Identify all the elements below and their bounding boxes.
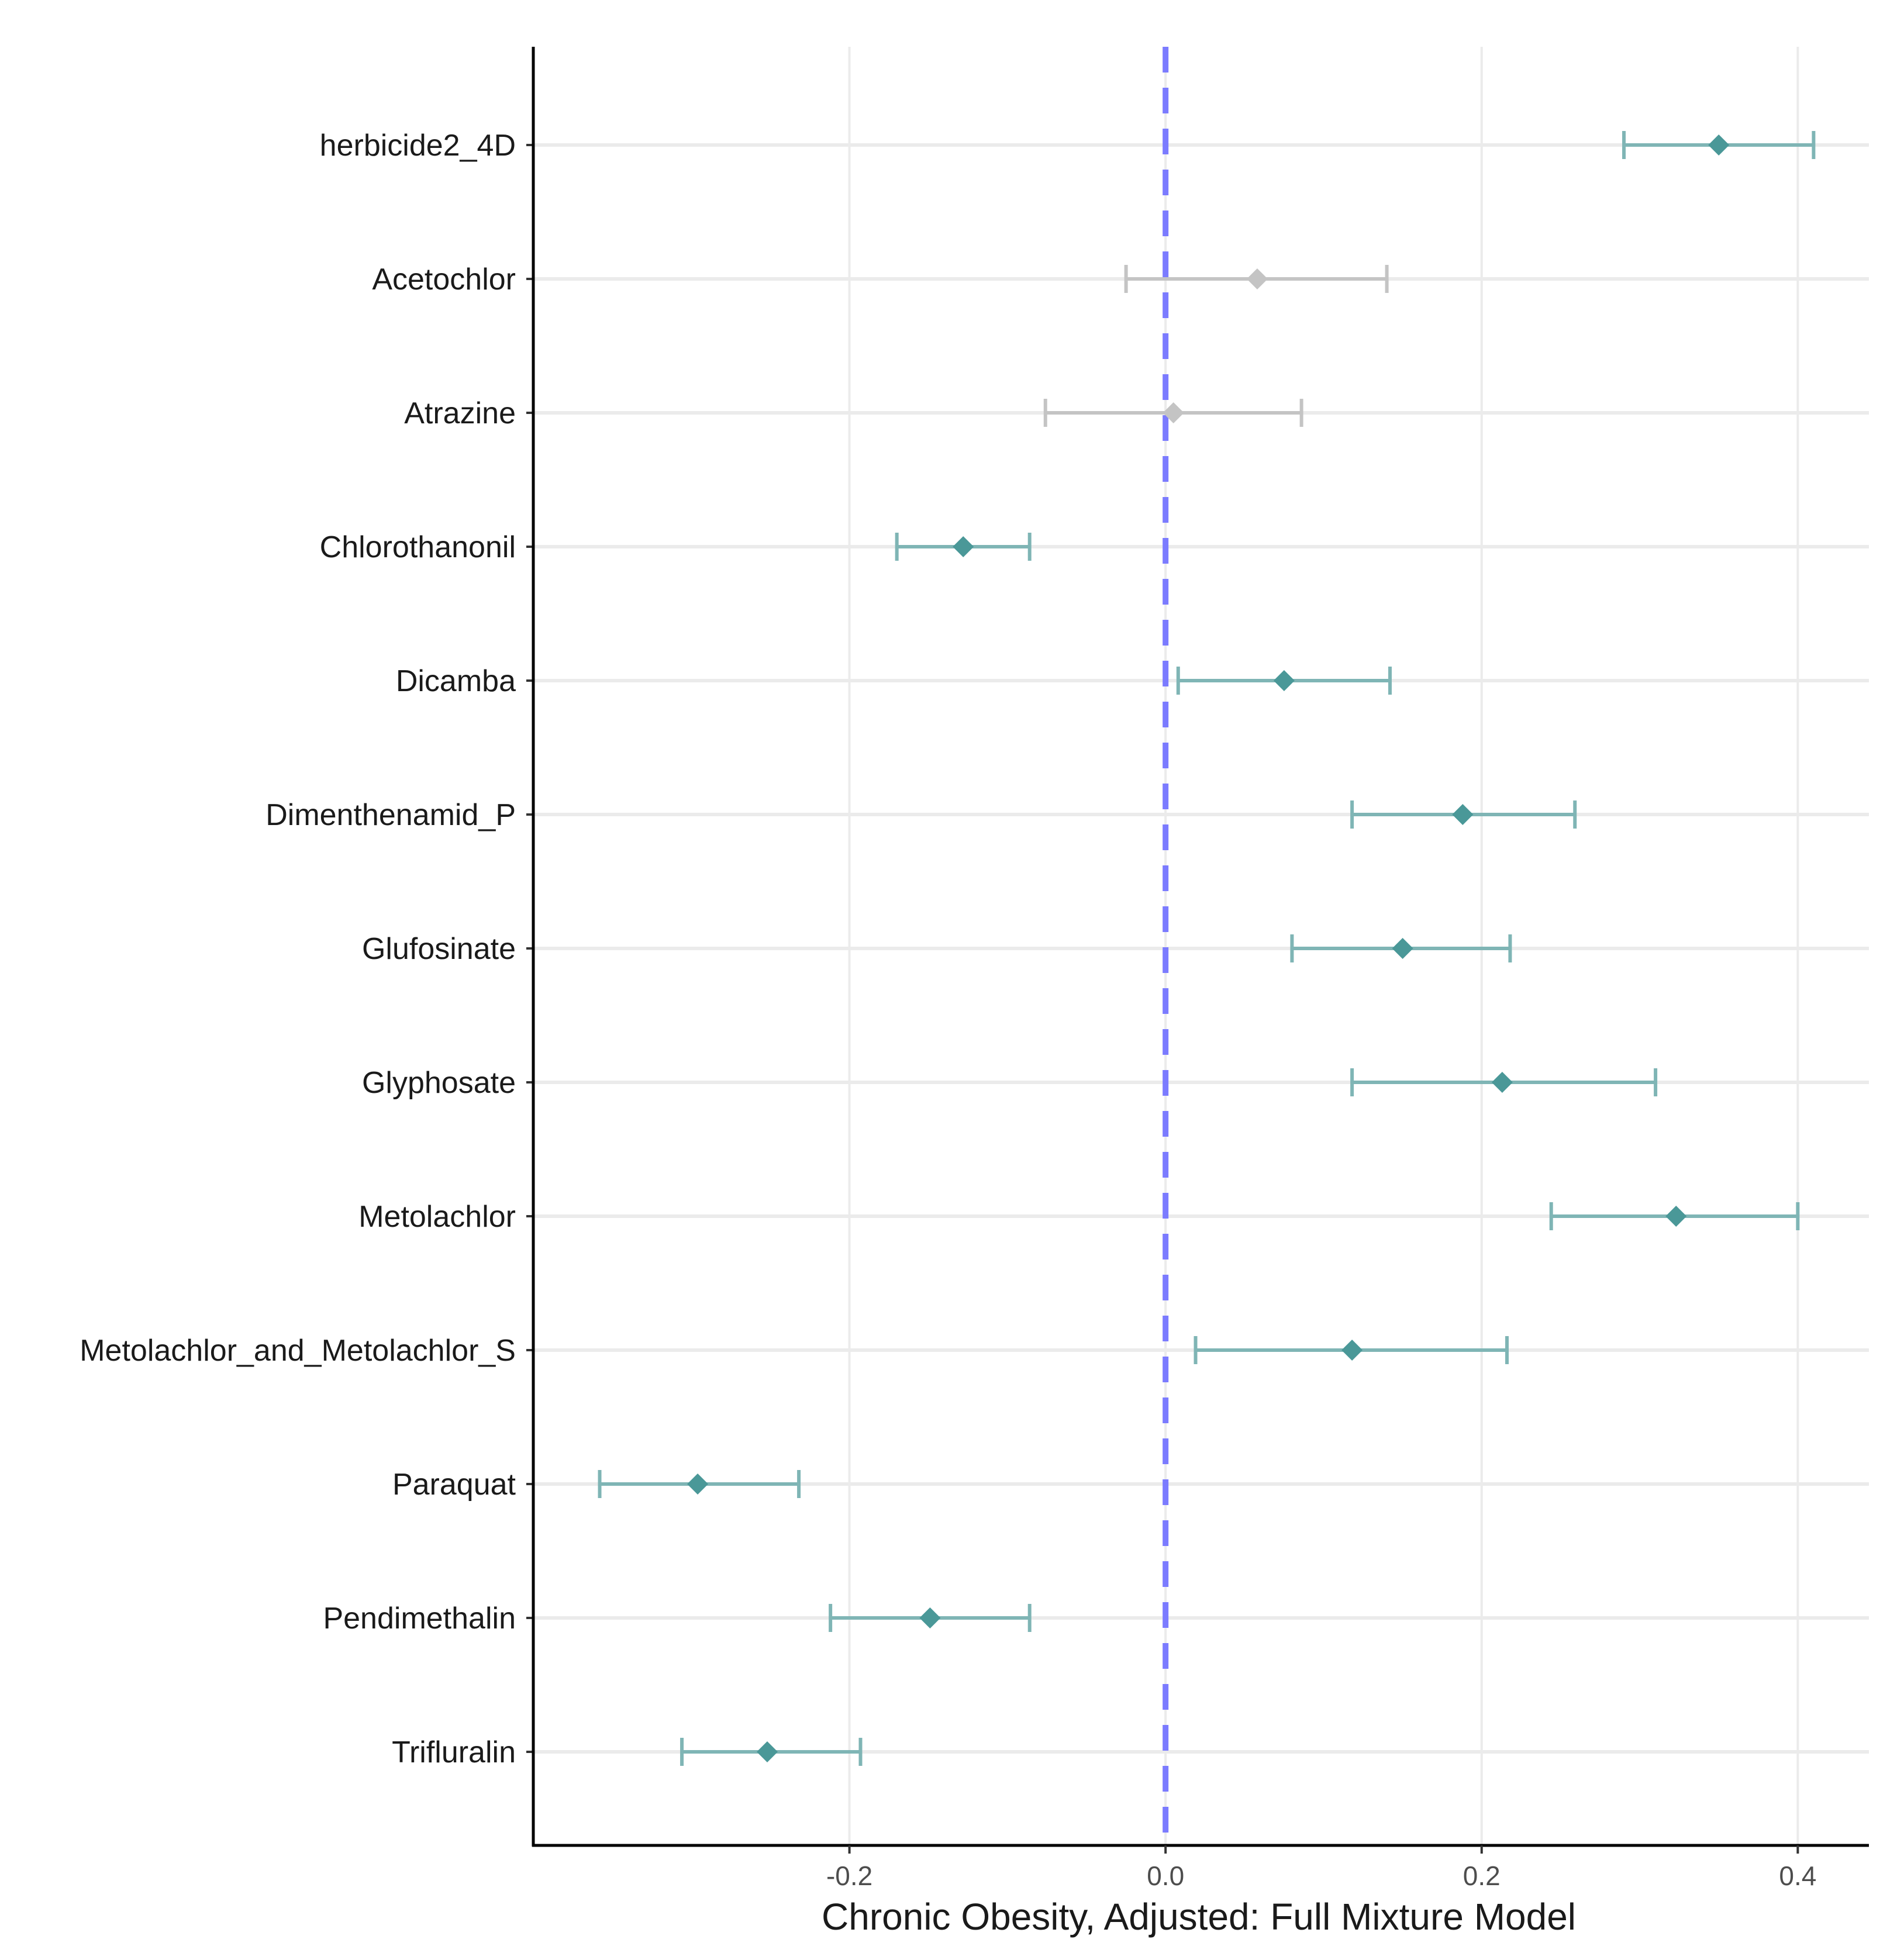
y-tick-label: Glyphosate: [362, 1066, 516, 1100]
point-estimate: [1341, 1340, 1363, 1361]
x-tick-label: 0.0: [1147, 1861, 1184, 1891]
point-estimate: [757, 1741, 778, 1762]
axes-layer: [526, 47, 1869, 1847]
y-tick-label: Glufosinate: [362, 932, 516, 966]
point-estimate: [687, 1474, 709, 1495]
y-tick-label: herbicide2_4D: [320, 129, 516, 163]
y-tick-label: Dimenthenamid_P: [265, 798, 516, 832]
point-estimate: [1452, 804, 1474, 825]
point-estimate: [1392, 938, 1413, 959]
x-axis-title: Chronic Obesity, Adjusted: Full Mixture …: [822, 1896, 1576, 1938]
y-tick-label: Trifluralin: [392, 1735, 516, 1769]
grid-layer: [533, 47, 1869, 1845]
y-tick-label: Atrazine: [404, 396, 516, 430]
point-estimate: [1246, 268, 1268, 289]
y-tick-label: Paraquat: [392, 1468, 516, 1502]
point-estimate: [1708, 134, 1730, 156]
point-estimate: [1273, 670, 1295, 691]
y-tick-label: Metolachlor_and_Metolachlor_S: [80, 1334, 516, 1368]
point-estimate: [1491, 1072, 1513, 1093]
y-tick-label: Acetochlor: [372, 263, 516, 296]
y-tick-label: Pendimethalin: [323, 1602, 516, 1635]
y-tick-label: Metolachlor: [358, 1200, 516, 1234]
point-estimate: [919, 1607, 941, 1628]
point-estimate: [953, 536, 974, 557]
x-tick-label: 0.2: [1463, 1861, 1501, 1891]
point-estimate: [1665, 1206, 1687, 1227]
y-axis-labels: herbicide2_4D Acetochlor Atrazine Chlorotha…: [80, 129, 516, 1769]
x-tick-label: -0.2: [826, 1861, 872, 1891]
y-tick-label: Dicamba: [396, 664, 516, 698]
x-tick-label: 0.4: [1779, 1861, 1816, 1891]
x-axis-ticks: -0.2 0.0 0.2 0.4: [826, 1845, 1816, 1891]
point-estimate: [1163, 402, 1184, 423]
estimates-layer: [598, 131, 1816, 1766]
y-tick-label: Chlorothanonil: [320, 530, 516, 564]
